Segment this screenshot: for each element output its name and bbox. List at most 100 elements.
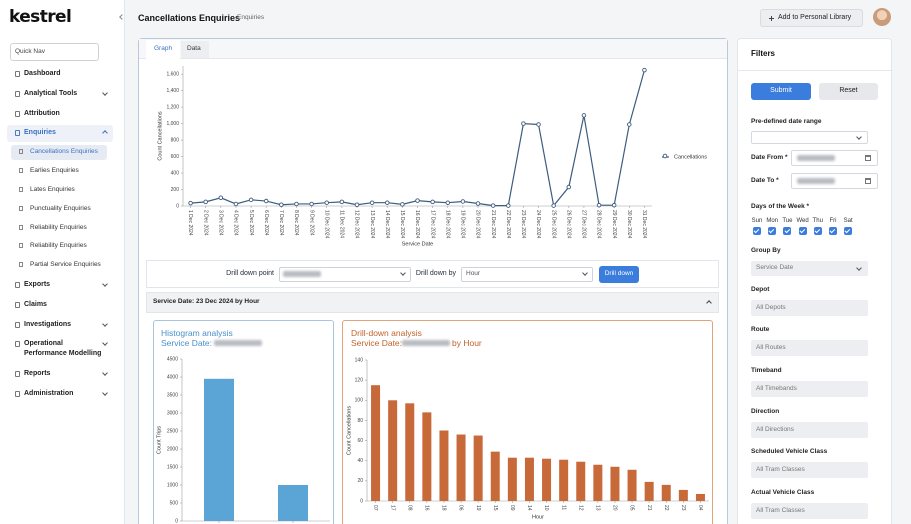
drill-by-value: Hour <box>466 270 481 277</box>
redacted <box>283 271 321 277</box>
chart-subtitle: Service Date: <box>161 338 213 348</box>
plus-v <box>771 15 772 21</box>
nav-item[interactable]: Enquiries <box>24 129 56 136</box>
chart-title: Drill-down analysis <box>351 328 422 338</box>
chart-subtitle: Service Date: <box>351 338 403 348</box>
filter-value: All Routes <box>756 344 786 351</box>
group-by-select[interactable] <box>751 261 868 276</box>
subnav-icon <box>19 206 23 211</box>
day-checkbox[interactable] <box>798 227 807 235</box>
nav-icon <box>15 322 20 328</box>
subnav-icon <box>19 168 23 173</box>
nav-icon <box>15 282 20 288</box>
library-button[interactable] <box>760 9 863 27</box>
subnav-icon <box>19 262 23 267</box>
subnav-item[interactable]: Partial Service Enquiries <box>30 261 101 268</box>
section-title: Service Date: 23 Dec 2024 by Hour <box>153 298 260 305</box>
filter-label: Pre-defined date range <box>751 118 822 125</box>
breadcrumb[interactable]: Enquiries <box>237 14 265 21</box>
subnav-item[interactable]: Lates Enquiries <box>30 186 75 193</box>
avatar[interactable] <box>873 8 891 26</box>
nav-item[interactable]: Operational Performance Modelling <box>24 340 102 357</box>
tab-graph[interactable]: Graph <box>154 45 173 52</box>
filter-label: Actual Vehicle Class <box>751 489 815 496</box>
subnav-active-bg <box>11 145 107 160</box>
day-label: Mon <box>766 218 779 224</box>
filter-select[interactable] <box>751 422 868 438</box>
submit-label[interactable]: Submit <box>770 87 792 94</box>
redacted <box>797 155 835 161</box>
filter-label: Direction <box>751 408 780 415</box>
nav-item[interactable]: Administration <box>24 390 74 397</box>
drill-point-select[interactable] <box>279 267 411 282</box>
histogram-card <box>153 320 334 524</box>
day-checkbox[interactable] <box>829 227 837 235</box>
filter-select[interactable] <box>751 381 868 397</box>
nav-active-bg <box>7 125 113 142</box>
nav-icon <box>15 371 20 377</box>
filter-label: Days of the Week * <box>751 203 810 210</box>
drill-by-select[interactable] <box>461 267 593 282</box>
filter-label: Date From * <box>751 154 788 161</box>
redacted <box>402 340 450 346</box>
subnav-item[interactable]: Punctuality Enquiries <box>30 205 91 212</box>
library-button-label[interactable]: Add to Personal Library <box>778 14 852 21</box>
filter-label: Scheduled Vehicle Class <box>751 448 828 455</box>
nav-item[interactable]: Dashboard <box>24 70 61 77</box>
subnav-item[interactable]: Reliability Enquiries <box>30 224 87 231</box>
day-checkbox[interactable] <box>813 227 822 235</box>
reset-label[interactable]: Reset <box>839 87 858 94</box>
filter-value: All Tram Classes <box>756 466 805 473</box>
filter-select[interactable] <box>751 300 868 316</box>
nav-icon <box>15 111 20 117</box>
nav-item[interactable]: Exports <box>24 281 51 288</box>
day-checkbox[interactable] <box>783 227 792 235</box>
day-label: Sat <box>843 218 853 224</box>
drill-point-label: Drill down point <box>226 270 274 277</box>
filter-value: All Timebands <box>756 385 797 392</box>
tab-inactive[interactable] <box>181 41 209 58</box>
nav-item[interactable]: Reports <box>24 370 51 377</box>
subnav-item[interactable]: Earlies Enquiries <box>30 167 79 174</box>
logo: kestrel <box>9 7 72 27</box>
day-checkbox[interactable] <box>768 227 777 235</box>
filter-value: All Tram Classes <box>756 507 805 514</box>
filter-value: All Depots <box>756 304 786 311</box>
date-range-select[interactable] <box>751 131 868 144</box>
nav-item[interactable]: Claims <box>24 301 47 308</box>
chart-subtitle: by Hour <box>452 338 482 348</box>
filter-select[interactable] <box>751 340 868 356</box>
day-checkbox[interactable] <box>844 227 853 235</box>
nav-item[interactable]: Attribution <box>24 110 60 117</box>
day-label: Wed <box>796 218 809 224</box>
drill-button[interactable] <box>599 266 639 283</box>
subnav-icon <box>19 187 23 192</box>
subnav-item[interactable]: Reliability Enquiries <box>30 242 87 249</box>
nav-icon <box>15 302 20 308</box>
subnav-item[interactable]: Cancellations Enquiries <box>30 148 98 155</box>
section-header[interactable] <box>146 292 719 313</box>
day-label: Fri <box>829 218 837 224</box>
tab-active[interactable] <box>146 40 180 59</box>
tab-data[interactable]: Data <box>187 45 201 52</box>
tab-bar <box>139 39 727 59</box>
nav-icon <box>15 341 20 347</box>
filter-select[interactable] <box>751 462 868 478</box>
drilldown-card <box>342 320 713 524</box>
filter-label: Date To * <box>751 177 779 184</box>
drill-button-label[interactable]: Drill down <box>604 270 634 277</box>
quick-nav-placeholder: Quick Nav <box>15 48 45 55</box>
filter-label: Route <box>751 326 770 333</box>
day-checkbox[interactable] <box>753 227 761 235</box>
nav-item[interactable]: Investigations <box>24 321 72 328</box>
reset-button[interactable] <box>819 83 878 100</box>
nav-icon <box>15 391 20 397</box>
group-by-value: Service Date <box>756 264 794 271</box>
submit-button[interactable] <box>751 83 811 100</box>
nav-item[interactable]: Analytical Tools <box>24 90 78 97</box>
quick-nav-input[interactable] <box>10 43 99 61</box>
chart-title: Histogram analysis <box>161 328 233 338</box>
filter-select[interactable] <box>751 503 868 519</box>
filters-title: Filters <box>751 49 776 58</box>
